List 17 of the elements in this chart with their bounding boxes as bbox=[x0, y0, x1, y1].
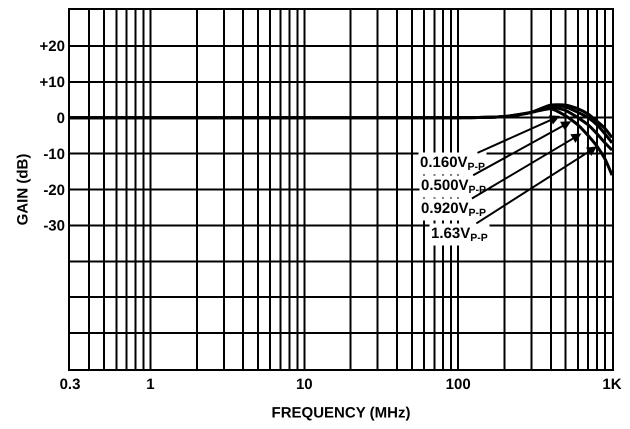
annotation: 0.920V$_{P-P}$ bbox=[421, 200, 486, 220]
y-tick-label: -30 bbox=[43, 218, 65, 235]
annotation: 1.63V$_{P-P}$ bbox=[431, 225, 488, 244]
y-tick-label: -10 bbox=[43, 146, 65, 163]
y-tick-label: -20 bbox=[43, 182, 65, 199]
x-tick-label: 0.3 bbox=[60, 376, 80, 393]
y-tick-label: +10 bbox=[40, 74, 65, 92]
x-tick-label: 1 bbox=[146, 376, 155, 393]
y-tick-label: +20 bbox=[40, 38, 65, 56]
annotation: 0.160V$_{P-P}$ bbox=[420, 154, 486, 174]
x-tick-label: 10 bbox=[296, 376, 313, 393]
x-axis-title: FREQUENCY (MHz) bbox=[272, 404, 410, 422]
x-tick-label: 1K bbox=[602, 376, 622, 393]
x-tick-label: 100 bbox=[446, 376, 471, 393]
y-tick-label: 0 bbox=[56, 110, 65, 127]
y-axis-title: GAIN (dB) bbox=[14, 154, 32, 226]
annotation: 0.500V$_{P-P}$ bbox=[421, 177, 486, 196]
